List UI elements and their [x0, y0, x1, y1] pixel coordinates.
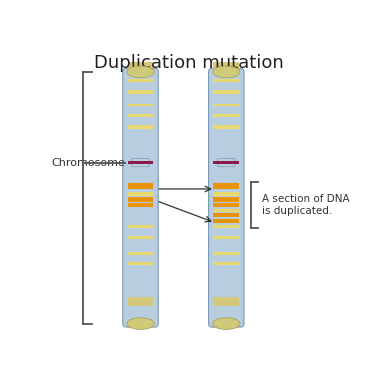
Ellipse shape — [127, 318, 154, 329]
Bar — [213, 236, 239, 239]
Bar — [213, 192, 239, 196]
Bar — [213, 230, 239, 234]
Bar — [213, 125, 239, 129]
Bar — [128, 96, 154, 101]
Ellipse shape — [213, 318, 240, 329]
Bar — [213, 247, 239, 250]
Bar — [213, 108, 239, 112]
Bar — [213, 225, 239, 228]
Bar — [213, 114, 239, 117]
Bar — [213, 209, 239, 212]
Bar — [128, 84, 154, 88]
Bar — [213, 256, 239, 260]
Bar — [213, 252, 239, 255]
FancyBboxPatch shape — [132, 158, 149, 167]
Bar — [213, 203, 239, 207]
Ellipse shape — [213, 66, 240, 78]
Bar — [128, 192, 154, 196]
Bar — [213, 96, 239, 101]
Bar — [128, 108, 154, 112]
Bar — [213, 103, 239, 106]
Bar — [128, 62, 154, 70]
Bar — [128, 197, 154, 201]
Bar — [213, 79, 239, 82]
Bar — [128, 236, 154, 239]
Bar — [128, 90, 154, 94]
Bar — [213, 219, 239, 223]
Text: A section of DNA
is duplicated.: A section of DNA is duplicated. — [262, 194, 350, 216]
Bar — [128, 230, 154, 234]
Bar — [128, 182, 154, 189]
Bar — [213, 182, 239, 189]
Bar — [128, 297, 154, 306]
Bar — [213, 262, 239, 265]
Bar — [213, 62, 239, 70]
Bar — [128, 262, 154, 265]
Bar — [213, 297, 239, 306]
Bar — [128, 203, 154, 207]
Bar — [128, 79, 154, 82]
Bar — [213, 161, 239, 164]
Text: Duplication mutation: Duplication mutation — [94, 54, 284, 72]
FancyBboxPatch shape — [208, 68, 244, 327]
Bar — [128, 247, 154, 250]
Bar — [128, 252, 154, 255]
Bar — [213, 84, 239, 88]
Bar — [128, 103, 154, 106]
Bar — [213, 90, 239, 94]
Bar — [128, 217, 154, 223]
Bar — [128, 119, 154, 123]
Bar — [213, 197, 239, 201]
Bar — [213, 217, 239, 223]
Bar — [128, 125, 154, 129]
Bar — [213, 119, 239, 123]
Bar — [128, 256, 154, 260]
Bar — [213, 213, 239, 217]
FancyBboxPatch shape — [123, 68, 158, 327]
Text: Chromosome: Chromosome — [52, 158, 126, 168]
FancyBboxPatch shape — [218, 158, 235, 167]
Bar — [128, 225, 154, 228]
Ellipse shape — [127, 66, 154, 78]
Bar — [128, 161, 154, 164]
Bar — [128, 114, 154, 117]
